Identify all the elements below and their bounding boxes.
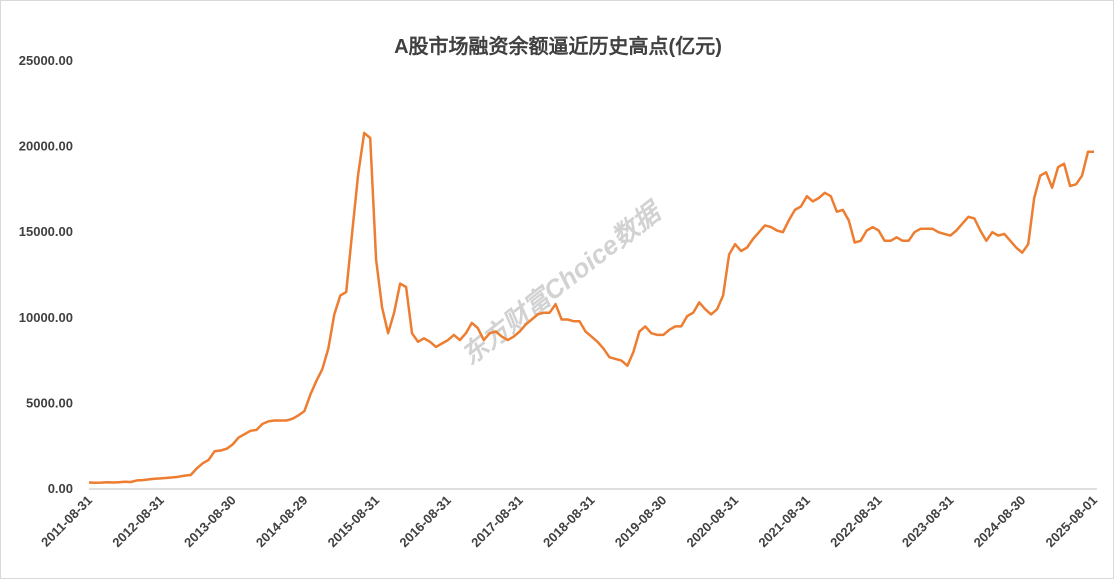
y-tick-label: 20000.00 [19, 139, 73, 154]
x-tick-label: 2022-08-31 [827, 493, 885, 551]
line-series [88, 131, 1094, 484]
y-tick-label: 10000.00 [19, 310, 73, 325]
x-tick-label: 2024-08-30 [971, 493, 1029, 551]
x-tick-label: 2019-08-30 [612, 493, 670, 551]
x-tick-label: 2014-08-29 [253, 493, 311, 551]
y-tick-label: 25000.00 [19, 53, 73, 68]
x-tick-label: 2011-08-31 [38, 493, 95, 550]
x-tick-label: 2012-08-31 [109, 493, 167, 551]
y-tick-label: 15000.00 [19, 224, 73, 239]
x-tick-label: 2017-08-31 [468, 493, 526, 551]
x-tick-label: 2016-08-31 [396, 493, 454, 551]
x-tick-label: 2020-08-31 [684, 493, 742, 551]
x-tick-label: 2013-08-30 [181, 493, 239, 551]
y-tick-label: 5000.00 [26, 395, 73, 410]
x-tick-label: 2021-08-31 [755, 493, 813, 551]
x-tick-label: 2018-08-31 [540, 493, 598, 551]
chart-title: A股市场融资余额逼近历史高点(亿元) [394, 34, 722, 58]
x-tick-label: 2015-08-31 [325, 493, 383, 551]
x-tick-label: 2025-08-01 [1042, 493, 1100, 551]
x-tick-label: 2023-08-31 [899, 493, 957, 551]
y-tick-label: 0.00 [48, 481, 73, 496]
